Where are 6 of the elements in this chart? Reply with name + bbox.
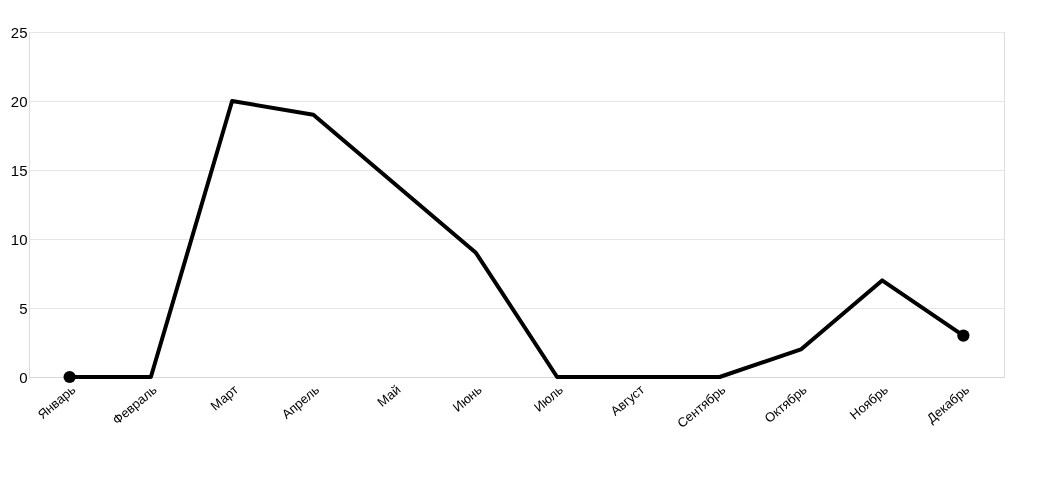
- y-tick-label: 5: [19, 299, 28, 317]
- y-tick-label: 10: [10, 230, 28, 248]
- y-tick-label: 20: [10, 92, 28, 110]
- y-tick-label: 0: [19, 368, 28, 386]
- y-tick-label: 25: [10, 23, 28, 41]
- y-tick-label: 15: [10, 161, 28, 179]
